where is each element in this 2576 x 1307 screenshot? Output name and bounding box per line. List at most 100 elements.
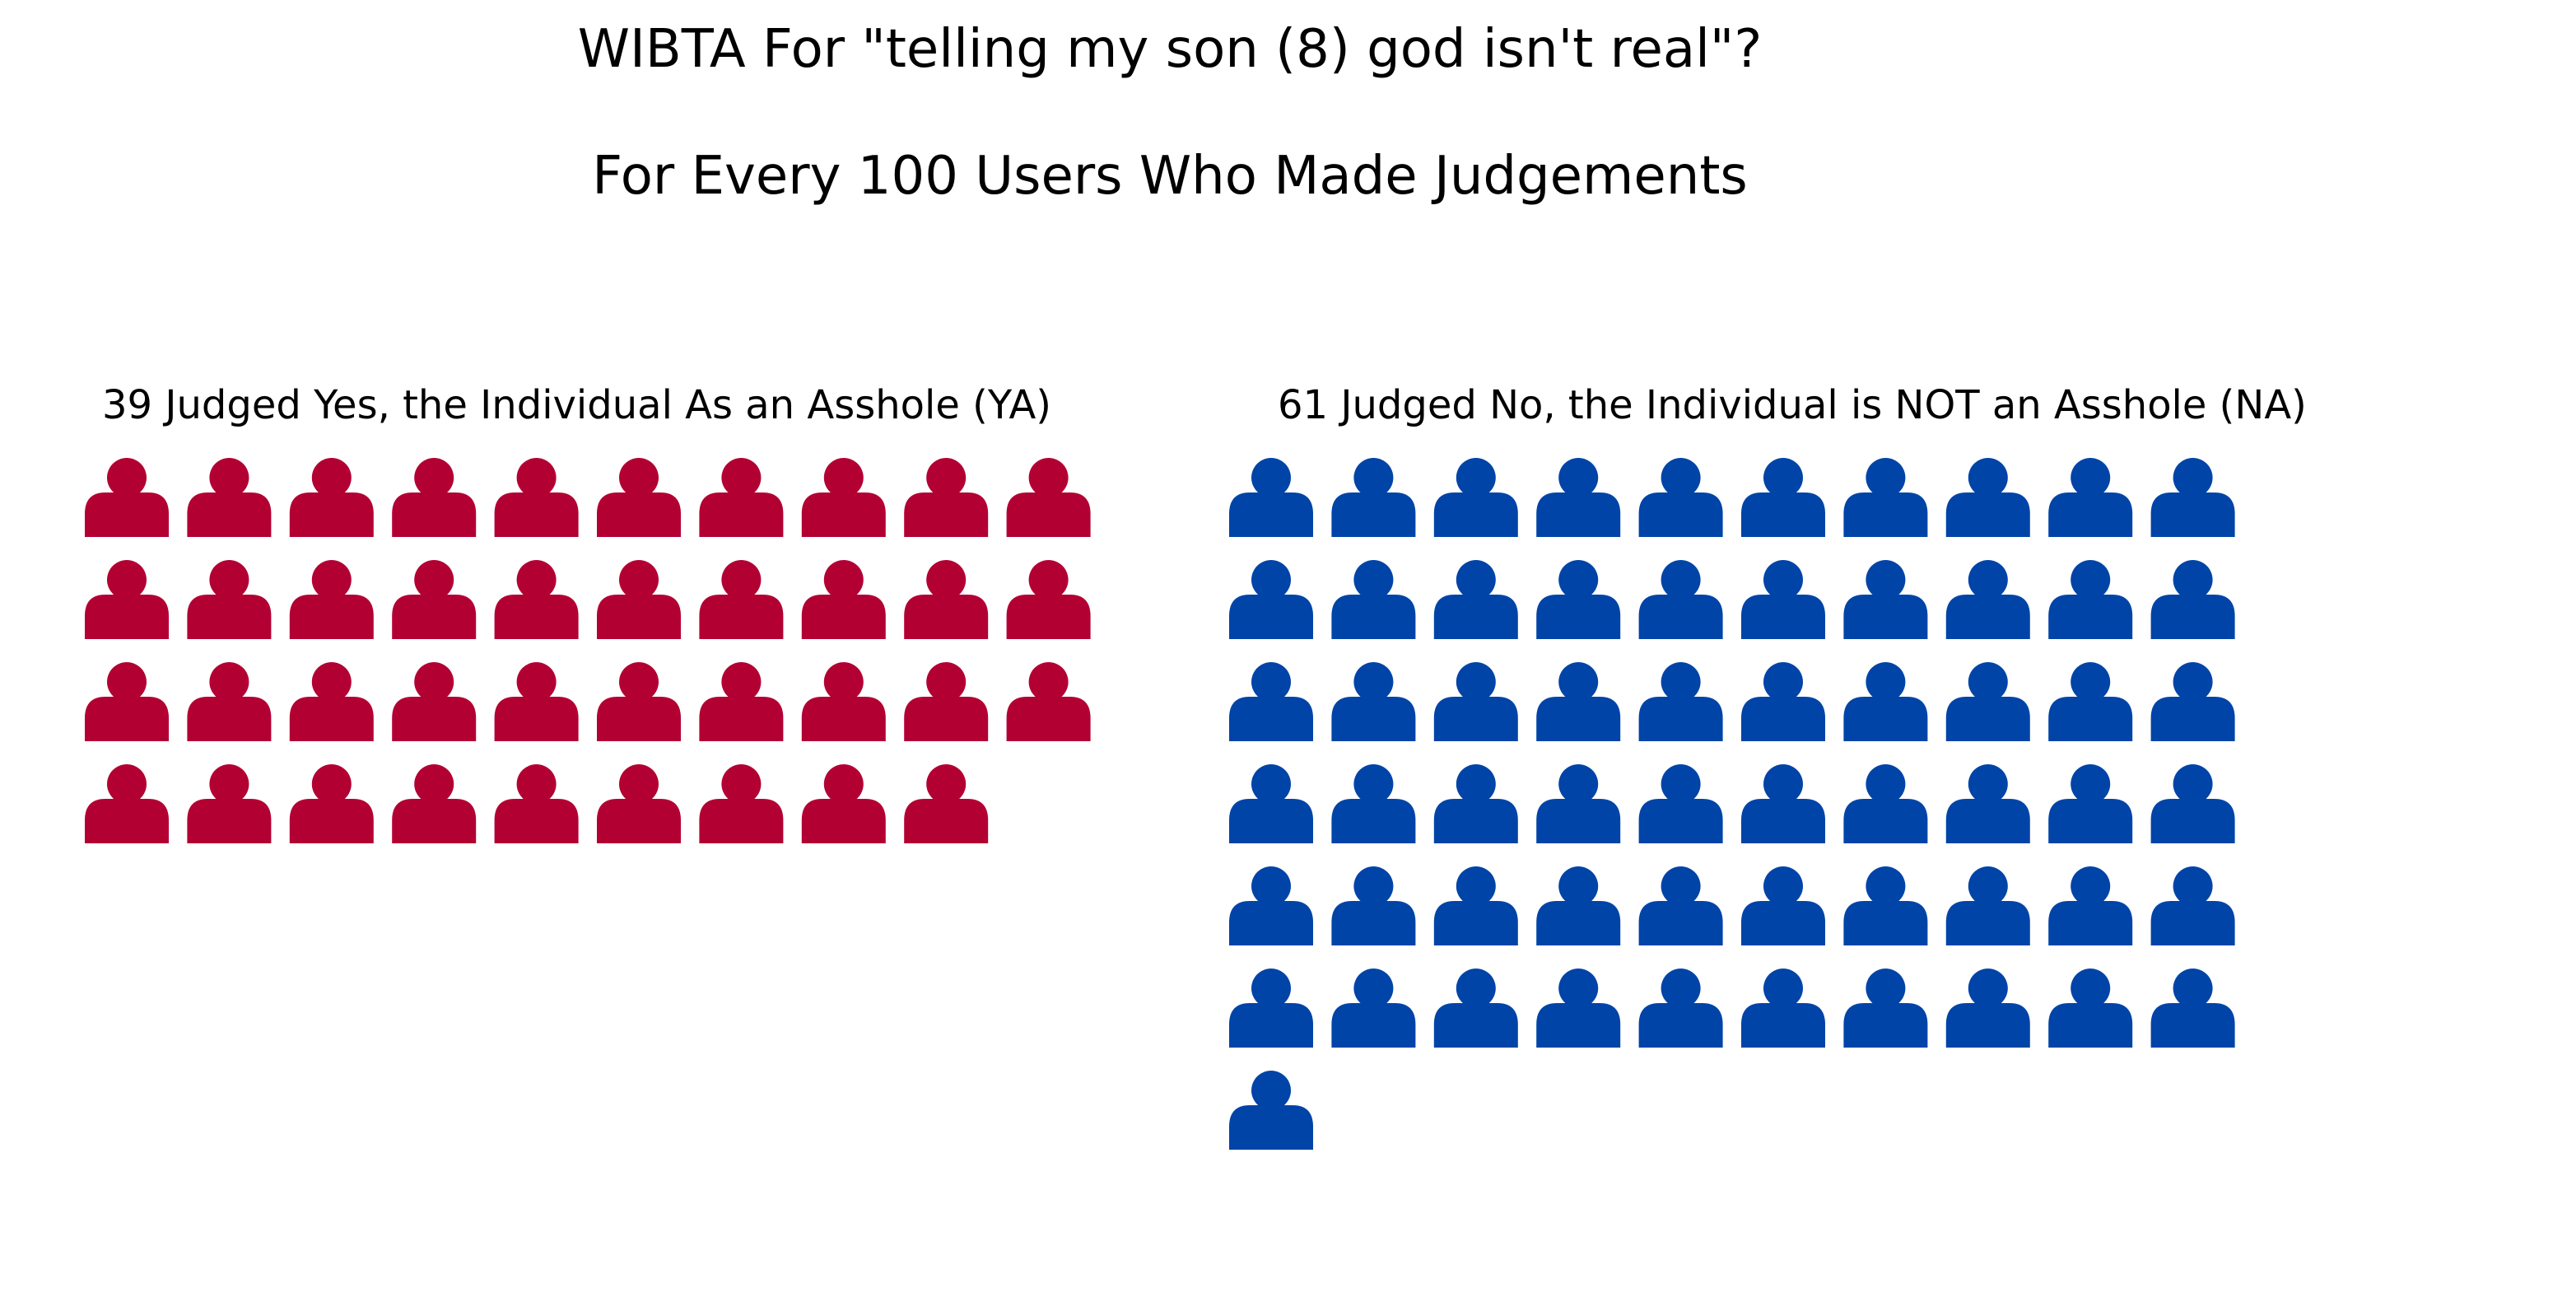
na-person-icon xyxy=(1331,662,1416,741)
ya-person-icon xyxy=(699,764,784,843)
ya-person-icon xyxy=(699,560,784,639)
person-icon-head xyxy=(516,560,557,600)
person-icon-head xyxy=(619,458,659,497)
person-icon-body xyxy=(1945,697,2030,741)
ya-person-icon xyxy=(187,764,272,843)
person-icon-head xyxy=(1661,764,1701,804)
person-icon-head xyxy=(209,764,249,804)
person-icon-head xyxy=(516,764,557,804)
person-icon-body xyxy=(2048,492,2133,537)
na-person-icon xyxy=(1433,662,1518,741)
na-person-icon xyxy=(1331,560,1416,639)
na-person-icon xyxy=(1843,866,1928,945)
ya-person-icon xyxy=(904,458,989,537)
na-person-icon xyxy=(1229,662,1313,741)
person-icon-head xyxy=(1251,560,1291,600)
ya-person-icon xyxy=(699,458,784,537)
person-icon-head xyxy=(311,560,352,600)
chart-subtitle: For Every 100 Users Who Made Judgements xyxy=(592,146,1748,207)
na-person-icon xyxy=(1945,866,2030,945)
person-icon-body xyxy=(1536,697,1621,741)
ya-person-icon xyxy=(904,662,989,741)
person-icon-body xyxy=(187,799,272,843)
person-icon-body xyxy=(2048,595,2133,639)
person-icon-head xyxy=(1251,969,1291,1008)
person-icon-head xyxy=(1661,560,1701,600)
ya-person-icon xyxy=(801,662,886,741)
person-icon-head xyxy=(1558,560,1599,600)
person-icon-body xyxy=(1331,901,1416,945)
person-icon-body xyxy=(1229,595,1313,639)
person-icon-body xyxy=(699,799,784,843)
ya-person-icon xyxy=(597,458,681,537)
na-person-icon xyxy=(2048,764,2133,843)
person-icon-head xyxy=(1763,662,1803,702)
na-person-icon xyxy=(1843,662,1928,741)
na-person-icon xyxy=(1433,969,1518,1048)
ya-person-icon xyxy=(85,662,169,741)
ya-person-icon xyxy=(289,662,374,741)
person-icon-head xyxy=(1251,662,1291,702)
person-icon-body xyxy=(289,595,374,639)
person-icon-body xyxy=(1006,697,1091,741)
person-icon-head xyxy=(2173,458,2213,497)
person-icon-body xyxy=(1638,799,1723,843)
na-person-icon xyxy=(1638,764,1723,843)
na-person-icon xyxy=(1945,560,2030,639)
person-icon-body xyxy=(392,595,477,639)
person-icon-body xyxy=(289,799,374,843)
person-icon-head xyxy=(2071,866,2111,906)
person-icon-head xyxy=(1456,662,1496,702)
person-icon-head xyxy=(1558,866,1599,906)
person-icon-body xyxy=(2150,1003,2235,1048)
person-icon-body xyxy=(2150,901,2235,945)
person-icon-head xyxy=(2071,458,2111,497)
na-person-icon xyxy=(1945,662,2030,741)
person-icon-head xyxy=(209,458,249,497)
person-icon-head xyxy=(1763,866,1803,906)
person-icon-body xyxy=(597,799,681,843)
person-icon-head xyxy=(823,662,864,702)
person-icon-head xyxy=(2173,866,2213,906)
na-person-icon xyxy=(1638,560,1723,639)
person-icon-body xyxy=(1843,595,1928,639)
na-person-icon xyxy=(1229,458,1313,537)
na-person-icon xyxy=(2150,662,2235,741)
na-person-icon xyxy=(1843,458,1928,537)
person-icon-head xyxy=(2173,969,2213,1008)
na-person-icon xyxy=(1536,969,1621,1048)
ya-person-icon xyxy=(1006,560,1091,639)
ya-person-icon xyxy=(392,662,477,741)
person-icon-head xyxy=(2071,764,2111,804)
person-icon-body xyxy=(1536,799,1621,843)
person-icon-head xyxy=(1763,969,1803,1008)
person-icon-body xyxy=(1843,901,1928,945)
na-person-icon xyxy=(2048,866,2133,945)
na-person-icon xyxy=(1843,764,1928,843)
person-icon-body xyxy=(2150,492,2235,537)
person-icon-body xyxy=(1945,1003,2030,1048)
person-icon-body xyxy=(1433,1003,1518,1048)
person-icon-body xyxy=(2048,697,2133,741)
person-icon-head xyxy=(1456,560,1496,600)
person-icon-body xyxy=(904,492,989,537)
person-icon-body xyxy=(494,697,579,741)
person-icon-body xyxy=(1229,492,1313,537)
ya-person-icon xyxy=(494,560,579,639)
na-person-icon xyxy=(2150,969,2235,1048)
na-person-icon xyxy=(1741,560,1825,639)
person-icon-head xyxy=(2173,560,2213,600)
ya-person-icon xyxy=(289,458,374,537)
ya-person-icon xyxy=(85,560,169,639)
na-person-icon xyxy=(2048,969,2133,1048)
ya-person-icon xyxy=(85,764,169,843)
person-icon-head xyxy=(619,764,659,804)
person-icon-body xyxy=(1741,799,1825,843)
person-icon-head xyxy=(414,764,454,804)
person-icon-head xyxy=(926,560,967,600)
person-icon-body xyxy=(699,697,784,741)
person-icon-body xyxy=(1433,901,1518,945)
na-person-icon xyxy=(1229,969,1313,1048)
person-icon-head xyxy=(1456,866,1496,906)
